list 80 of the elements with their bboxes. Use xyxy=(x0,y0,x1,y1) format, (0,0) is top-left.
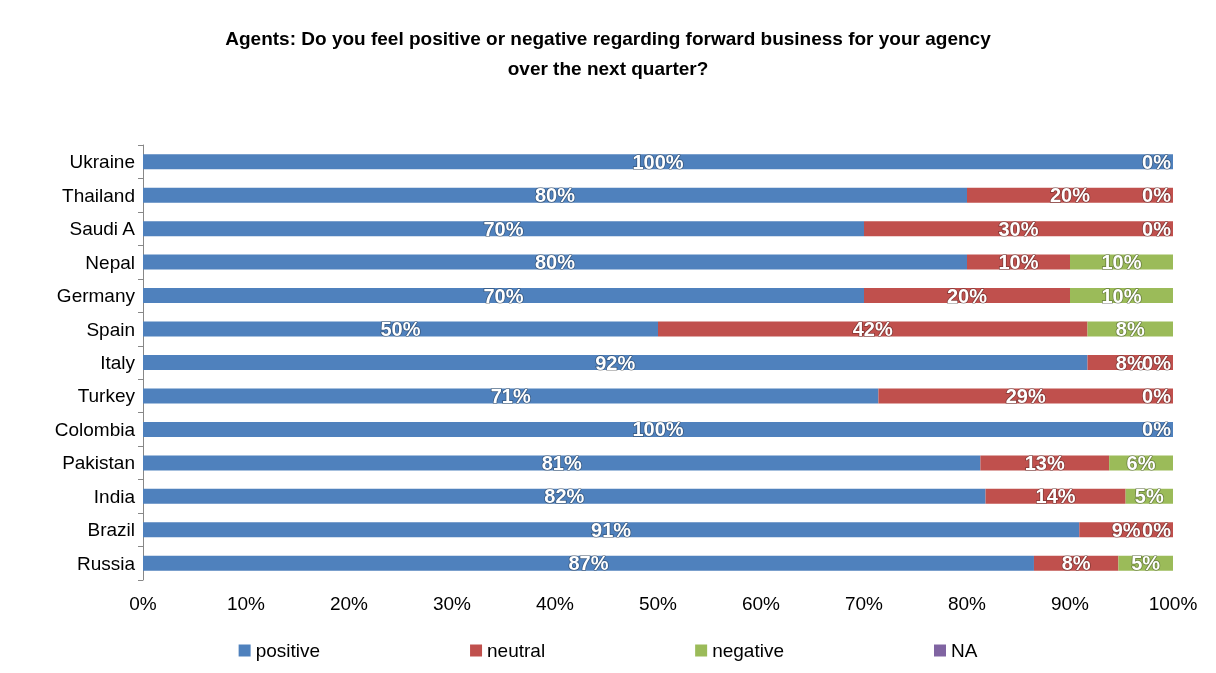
bar xyxy=(143,288,864,304)
x-tick-label: 90% xyxy=(1050,593,1090,614)
y-tick-label: Thailand xyxy=(62,184,135,206)
x-tick-label: 70% xyxy=(844,593,884,614)
data-label: 87% xyxy=(568,552,609,575)
bar xyxy=(143,254,967,270)
data-label: 70% xyxy=(483,284,524,307)
data-label: 30% xyxy=(998,217,1039,240)
data-label: 20% xyxy=(946,284,988,307)
x-tick-label: 80% xyxy=(947,593,987,614)
data-label: 10% xyxy=(998,251,1039,274)
data-label: 5% xyxy=(1134,485,1164,508)
bar xyxy=(143,455,981,471)
data-label: 29% xyxy=(1005,384,1046,407)
data-label: 0% xyxy=(1142,150,1172,173)
legend-label: negative xyxy=(712,640,784,661)
bar xyxy=(143,488,986,504)
bar xyxy=(143,388,879,404)
data-label: 0% xyxy=(1142,184,1172,207)
bar xyxy=(143,187,967,203)
data-label: 50% xyxy=(380,318,421,341)
legend-label: neutral xyxy=(487,640,546,661)
data-label: 0% xyxy=(1142,217,1172,240)
x-tick-label: 100% xyxy=(1148,593,1198,614)
data-label: 14% xyxy=(1035,485,1076,508)
y-tick-label: Germany xyxy=(56,285,136,307)
y-tick-label: Nepal xyxy=(85,251,135,273)
data-label: 10% xyxy=(1101,251,1142,274)
x-tick-label: 60% xyxy=(741,593,781,614)
data-label: 81% xyxy=(541,451,582,474)
x-tick-label: 50% xyxy=(638,593,678,614)
data-label: 80% xyxy=(534,251,576,274)
data-label: 0% xyxy=(1142,384,1172,407)
data-label: 91% xyxy=(591,518,632,541)
data-label: 9% xyxy=(1111,518,1141,541)
y-tick-label: Turkey xyxy=(77,385,136,407)
data-label: 8% xyxy=(1061,552,1091,575)
x-tick-label: 30% xyxy=(432,593,472,614)
y-tick-label: India xyxy=(93,485,136,507)
bar xyxy=(143,221,864,237)
y-tick-label: Spain xyxy=(86,318,135,340)
y-tick-label: Saudi A xyxy=(69,218,136,240)
x-tick-label: 0% xyxy=(129,593,157,614)
data-label: 20% xyxy=(1049,184,1091,207)
legend-label: NA xyxy=(950,640,978,661)
y-tick-label: Brazil xyxy=(87,519,135,541)
data-label: 13% xyxy=(1024,451,1065,474)
y-tick-label: Colombia xyxy=(54,418,136,440)
data-label: 100% xyxy=(632,150,684,173)
bar xyxy=(143,154,1173,170)
data-label: 8% xyxy=(1115,351,1145,374)
data-label: 8% xyxy=(1115,318,1145,341)
data-label: 92% xyxy=(595,351,636,374)
bar xyxy=(143,321,658,337)
data-label: 0% xyxy=(1142,351,1172,374)
data-label: 70% xyxy=(483,217,524,240)
bar xyxy=(658,321,1088,337)
y-tick-label: Russia xyxy=(76,552,136,574)
data-label: 80% xyxy=(534,184,576,207)
y-tick-label: Pakistan xyxy=(62,452,135,474)
x-tick-label: 40% xyxy=(535,593,575,614)
data-label: 82% xyxy=(544,485,585,508)
data-label: 10% xyxy=(1101,284,1142,307)
data-label: 71% xyxy=(490,384,531,407)
data-label: 0% xyxy=(1142,418,1172,441)
bar xyxy=(143,421,1173,437)
bar xyxy=(143,355,1088,370)
data-label: 6% xyxy=(1126,451,1156,474)
y-tick-label: Ukraine xyxy=(69,151,135,173)
y-tick-label: Italy xyxy=(100,352,136,373)
x-tick-label: 10% xyxy=(226,593,266,614)
bar xyxy=(143,522,1080,538)
data-label: 42% xyxy=(852,318,893,341)
data-label: 0% xyxy=(1142,518,1172,541)
legend-label: positive xyxy=(255,640,321,661)
data-label: 100% xyxy=(632,418,684,441)
bar xyxy=(143,555,1034,571)
chart-title: Agents: Do you feel positive or negative regarding forward business for your agency over the next quarter? xyxy=(225,27,992,79)
x-tick-label: 20% xyxy=(329,593,369,614)
data-label: 5% xyxy=(1131,552,1161,575)
